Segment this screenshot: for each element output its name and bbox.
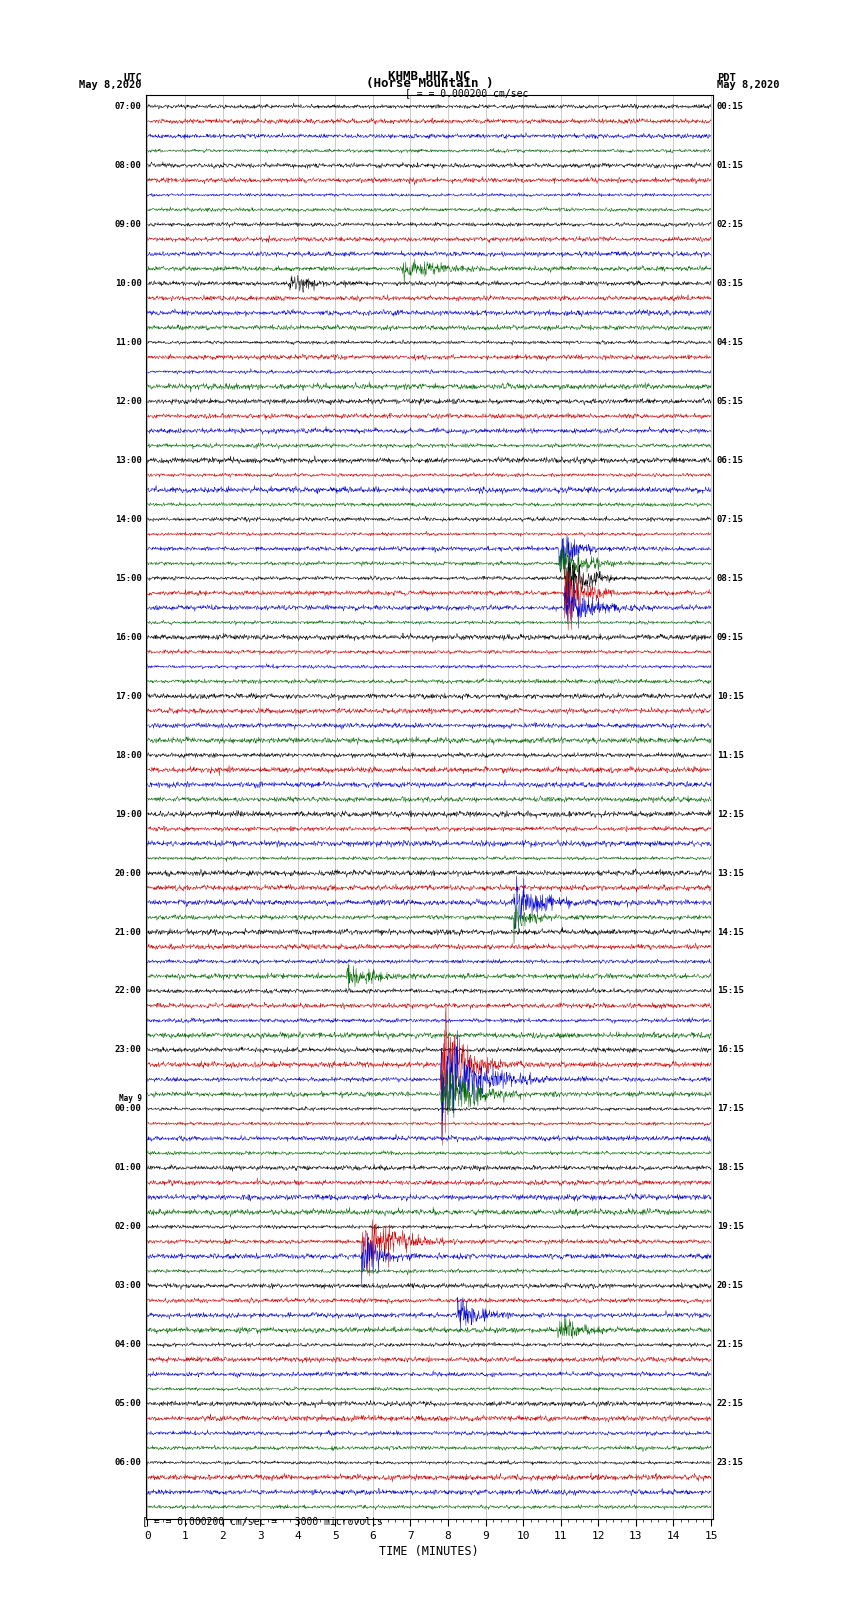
Text: 18:15: 18:15 xyxy=(717,1163,744,1173)
Text: 12:00: 12:00 xyxy=(115,397,142,406)
Text: 11:15: 11:15 xyxy=(717,750,744,760)
Text: 23:15: 23:15 xyxy=(717,1458,744,1468)
Text: 01:00: 01:00 xyxy=(115,1163,142,1173)
Text: 12:15: 12:15 xyxy=(717,810,744,818)
Text: 10:15: 10:15 xyxy=(717,692,744,700)
Text: 17:15: 17:15 xyxy=(717,1105,744,1113)
Text: 17:00: 17:00 xyxy=(115,692,142,700)
Text: 05:00: 05:00 xyxy=(115,1398,142,1408)
Text: May 8,2020: May 8,2020 xyxy=(717,81,779,90)
Text: 22:15: 22:15 xyxy=(717,1398,744,1408)
Text: PDT: PDT xyxy=(717,73,735,82)
Text: 13:15: 13:15 xyxy=(717,868,744,877)
Text: 14:00: 14:00 xyxy=(115,515,142,524)
Text: 20:00: 20:00 xyxy=(115,868,142,877)
Text: [ = = 0.000200 cm/sec: [ = = 0.000200 cm/sec xyxy=(405,87,529,98)
Text: (Horse Mountain ): (Horse Mountain ) xyxy=(366,77,493,90)
Text: 03:15: 03:15 xyxy=(717,279,744,289)
Text: 20:15: 20:15 xyxy=(717,1281,744,1290)
Text: 00:15: 00:15 xyxy=(717,102,744,111)
Text: 11:00: 11:00 xyxy=(115,337,142,347)
Text: UTC: UTC xyxy=(123,73,142,82)
Text: 15:15: 15:15 xyxy=(717,987,744,995)
Text: 21:00: 21:00 xyxy=(115,927,142,937)
Text: 13:00: 13:00 xyxy=(115,456,142,465)
Text: 16:00: 16:00 xyxy=(115,632,142,642)
Text: 10:00: 10:00 xyxy=(115,279,142,289)
Text: 22:00: 22:00 xyxy=(115,987,142,995)
Text: 03:00: 03:00 xyxy=(115,1281,142,1290)
Text: 07:15: 07:15 xyxy=(717,515,744,524)
Text: 09:00: 09:00 xyxy=(115,219,142,229)
Text: 02:15: 02:15 xyxy=(717,219,744,229)
Text: 08:15: 08:15 xyxy=(717,574,744,582)
X-axis label: TIME (MINUTES): TIME (MINUTES) xyxy=(379,1545,479,1558)
Text: 14:15: 14:15 xyxy=(717,927,744,937)
Text: [ = = 0.000200 cm/sec =   3000 microvolts: [ = = 0.000200 cm/sec = 3000 microvolts xyxy=(142,1516,382,1526)
Text: 08:00: 08:00 xyxy=(115,161,142,169)
Text: 04:00: 04:00 xyxy=(115,1340,142,1348)
Text: 09:15: 09:15 xyxy=(717,632,744,642)
Text: 01:15: 01:15 xyxy=(717,161,744,169)
Text: 02:00: 02:00 xyxy=(115,1223,142,1231)
Text: 06:15: 06:15 xyxy=(717,456,744,465)
Text: 18:00: 18:00 xyxy=(115,750,142,760)
Text: 19:15: 19:15 xyxy=(717,1223,744,1231)
Text: 05:15: 05:15 xyxy=(717,397,744,406)
Text: 21:15: 21:15 xyxy=(717,1340,744,1348)
Text: 16:15: 16:15 xyxy=(717,1045,744,1055)
Text: 06:00: 06:00 xyxy=(115,1458,142,1468)
Text: 07:00: 07:00 xyxy=(115,102,142,111)
Text: 04:15: 04:15 xyxy=(717,337,744,347)
Text: 19:00: 19:00 xyxy=(115,810,142,818)
Text: May 9: May 9 xyxy=(119,1094,142,1103)
Text: KHMB HHZ NC: KHMB HHZ NC xyxy=(388,69,471,82)
Text: May 8,2020: May 8,2020 xyxy=(79,81,142,90)
Text: 15:00: 15:00 xyxy=(115,574,142,582)
Text: 00:00: 00:00 xyxy=(115,1105,142,1113)
Text: 23:00: 23:00 xyxy=(115,1045,142,1055)
